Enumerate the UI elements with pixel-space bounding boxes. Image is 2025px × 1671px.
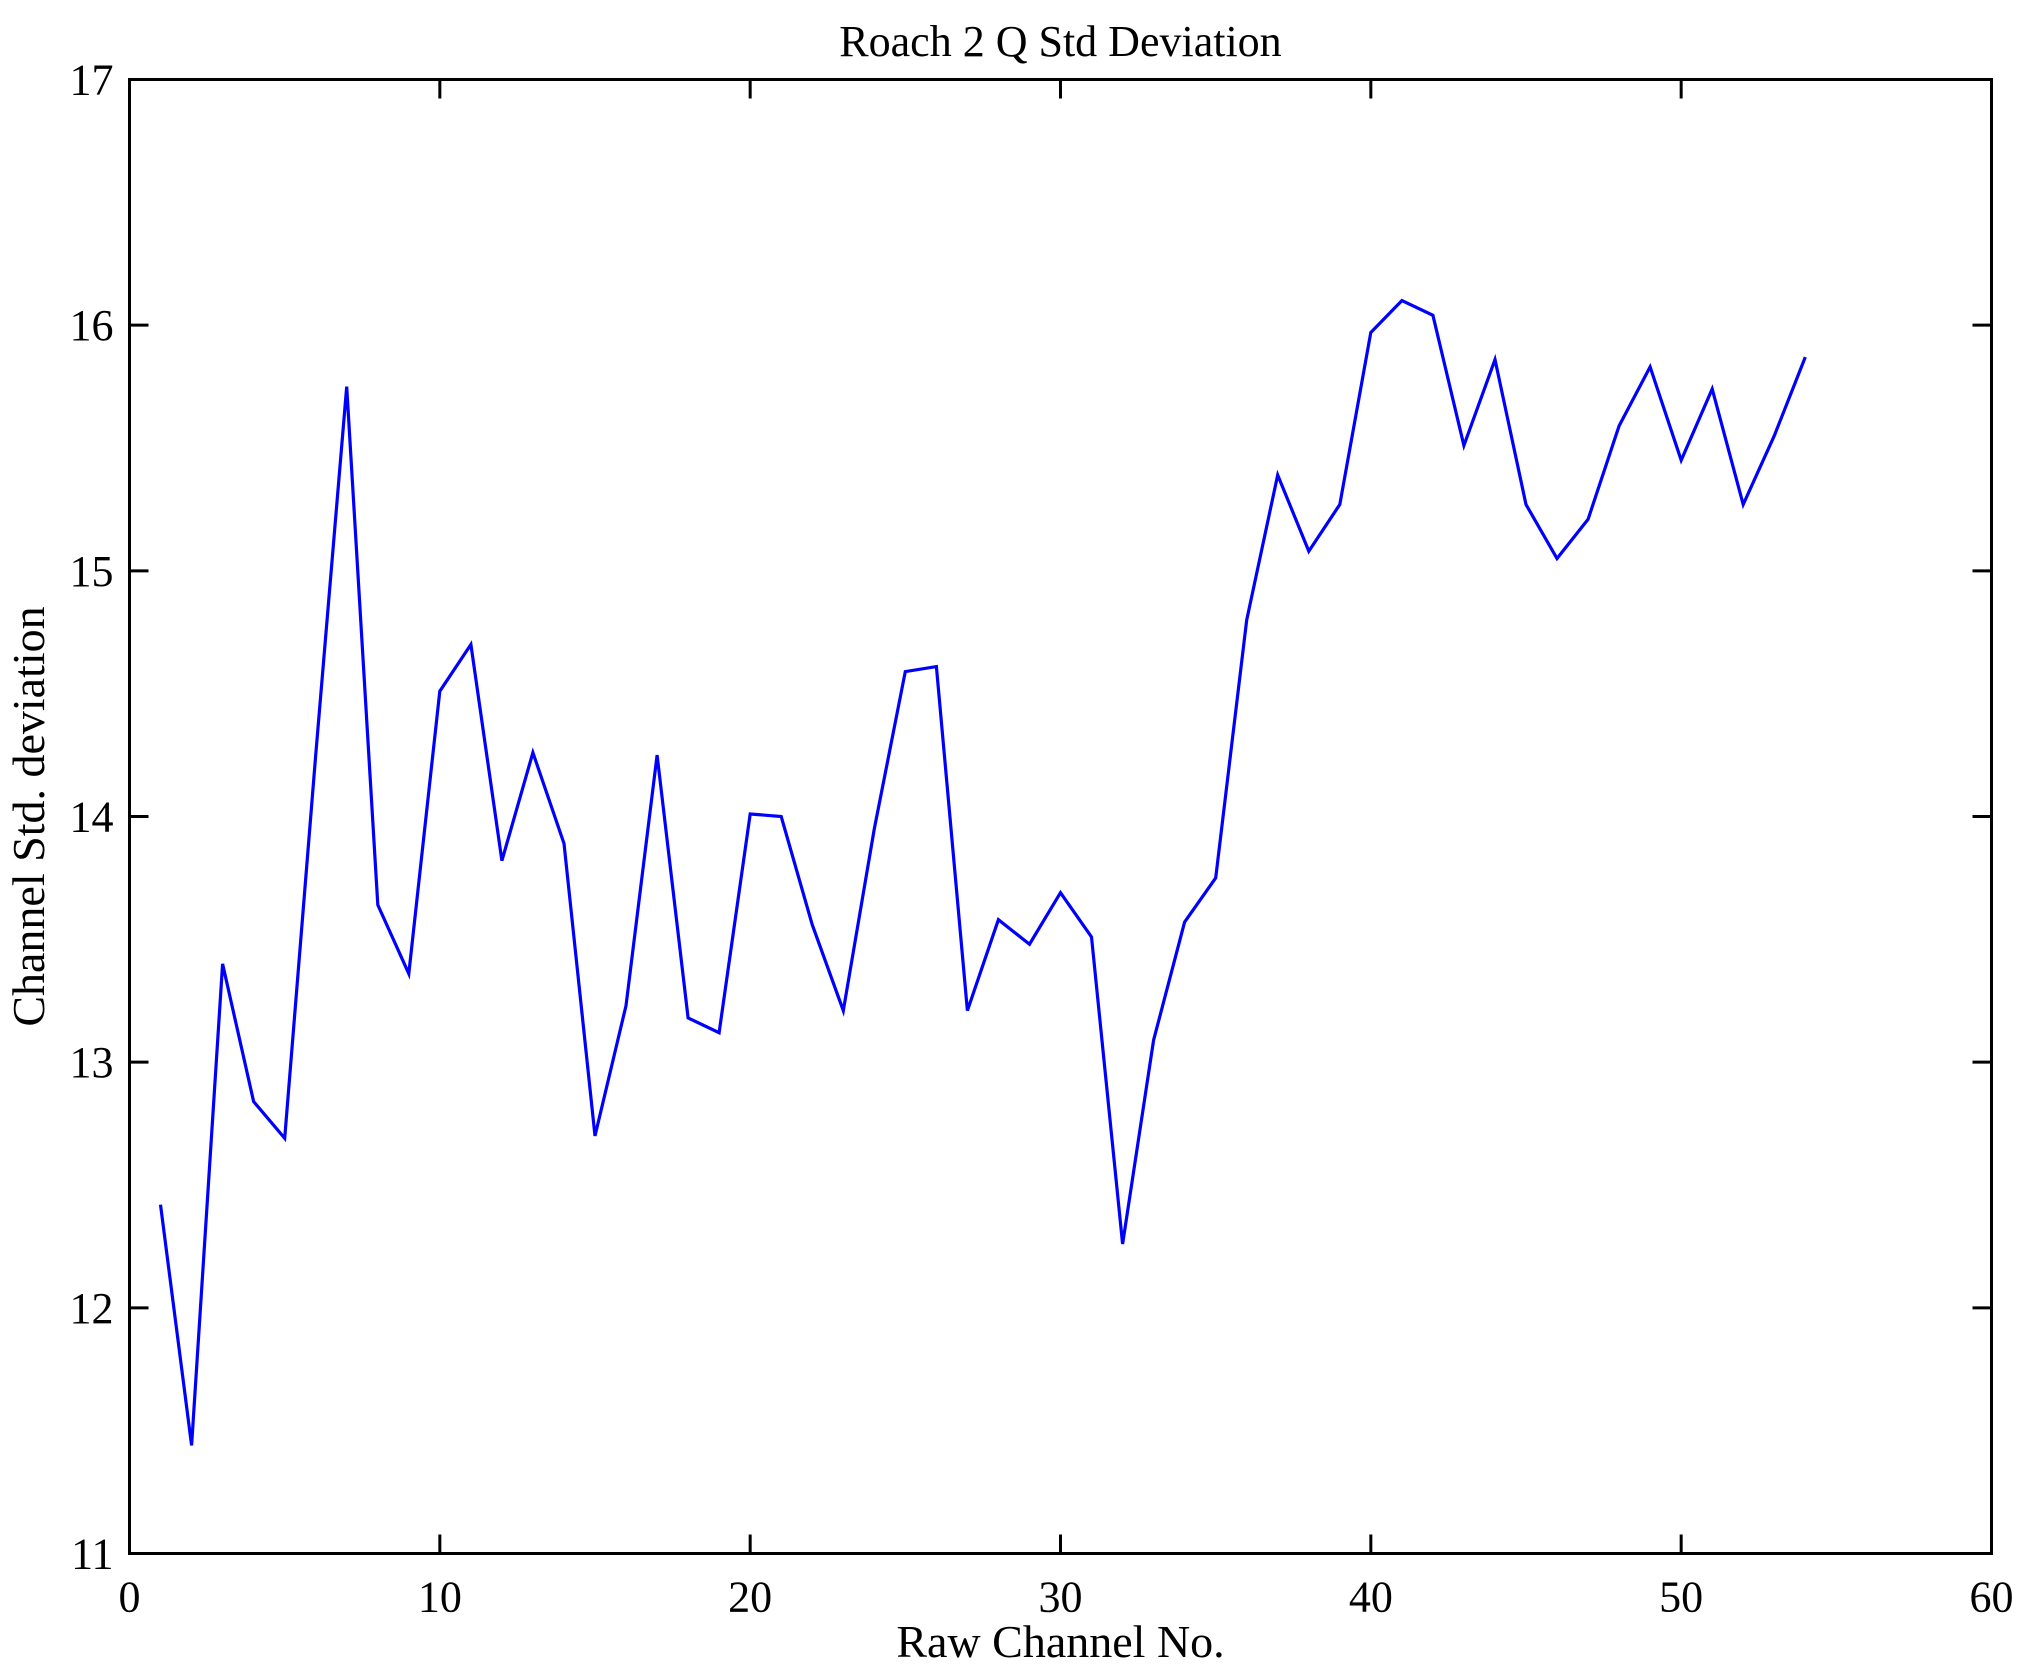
x-tick-label: 10 [418, 1573, 462, 1622]
x-axis-label: Raw Channel No. [896, 1616, 1224, 1667]
y-tick-label: 13 [70, 1038, 114, 1087]
tick-labels: 0 10 20 30 40 50 60 11 12 13 14 15 16 17 [70, 56, 2014, 1622]
y-tick-label: 17 [70, 56, 114, 105]
x-tick-label: 20 [728, 1573, 772, 1622]
y-tick-label: 14 [70, 793, 114, 842]
axes-box [128, 78, 1993, 1555]
chart-title: Roach 2 Q Std Deviation [839, 17, 1281, 66]
x-tick-label: 30 [1039, 1573, 1083, 1622]
x-tick-label: 50 [1659, 1573, 1703, 1622]
y-tick-label: 15 [70, 547, 114, 596]
y-tick-label: 11 [71, 1530, 113, 1579]
data-series [158, 298, 1807, 1446]
x-tick-label: 40 [1349, 1573, 1393, 1622]
y-axis-label: Channel Std. deviation [3, 606, 54, 1026]
x-tick-label: 60 [1970, 1573, 2014, 1622]
y-tick-label: 12 [70, 1284, 114, 1333]
data-line [158, 298, 1807, 1446]
axes [128, 78, 1993, 1555]
x-tick-label: 0 [119, 1573, 141, 1622]
y-tick-label: 16 [70, 301, 114, 350]
